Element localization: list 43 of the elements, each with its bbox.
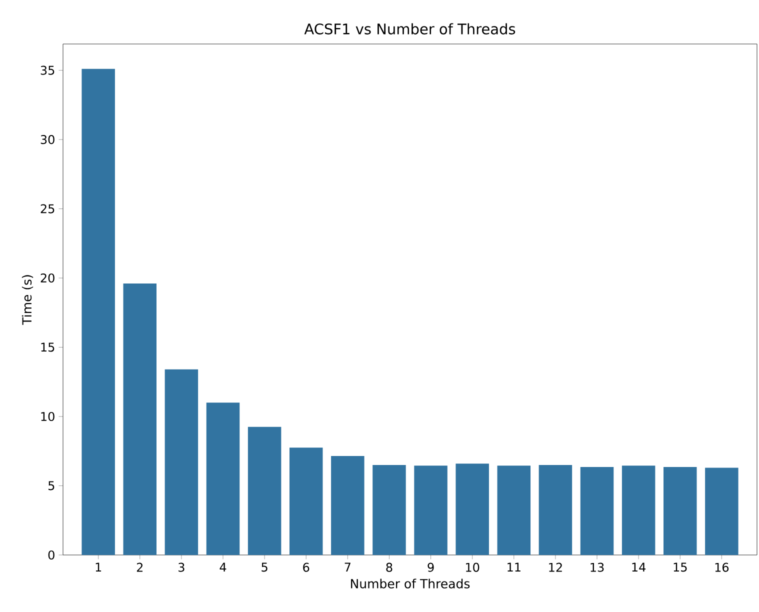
bar	[538, 464, 572, 555]
bar	[580, 467, 614, 555]
x-tick-label: 15	[674, 562, 687, 572]
bar	[372, 464, 406, 555]
x-tick-label: 9	[428, 562, 434, 572]
x-axis-title: Number of Threads	[351, 578, 470, 588]
y-tick-label: 5	[48, 481, 54, 490]
x-tick-label: 12	[549, 562, 562, 572]
bar	[206, 402, 240, 555]
x-tick-label: 11	[508, 562, 520, 572]
bar	[123, 284, 157, 555]
bar	[331, 456, 364, 555]
y-axis-title: Time (s)	[22, 275, 34, 325]
bar	[82, 68, 115, 555]
x-tick-label: 13	[590, 562, 604, 572]
y-tick-label: 15	[41, 342, 54, 352]
bar	[414, 466, 448, 555]
bar	[248, 426, 282, 555]
y-tick-label: 30	[40, 135, 54, 144]
bar	[164, 369, 198, 555]
x-tick-label: 7	[344, 562, 350, 572]
x-tick-label: 3	[178, 562, 184, 572]
bar	[664, 467, 697, 555]
bar	[456, 464, 489, 555]
x-tick-label: 16	[715, 562, 729, 572]
y-tick-label: 0	[48, 550, 54, 560]
chart-title: ACSF1 vs Number of Threads	[304, 23, 516, 34]
x-tick-label: 10	[466, 562, 480, 572]
bar	[705, 468, 738, 555]
bar	[622, 466, 656, 555]
x-tick-label: 5	[262, 562, 268, 572]
y-tick-label: 35	[40, 66, 54, 75]
bar	[497, 466, 531, 555]
x-tick-label: 14	[632, 562, 646, 572]
y-tick-label: 20	[40, 273, 54, 283]
x-tick-label: 6	[303, 562, 310, 572]
bar	[289, 448, 323, 555]
x-tick-label: 1	[96, 562, 102, 572]
x-tick-label: 2	[136, 562, 142, 572]
y-tick-label: 25	[40, 204, 54, 214]
x-tick-label: 8	[386, 562, 392, 572]
x-tick-label: 4	[220, 562, 226, 572]
y-tick-label: 10	[41, 412, 54, 422]
